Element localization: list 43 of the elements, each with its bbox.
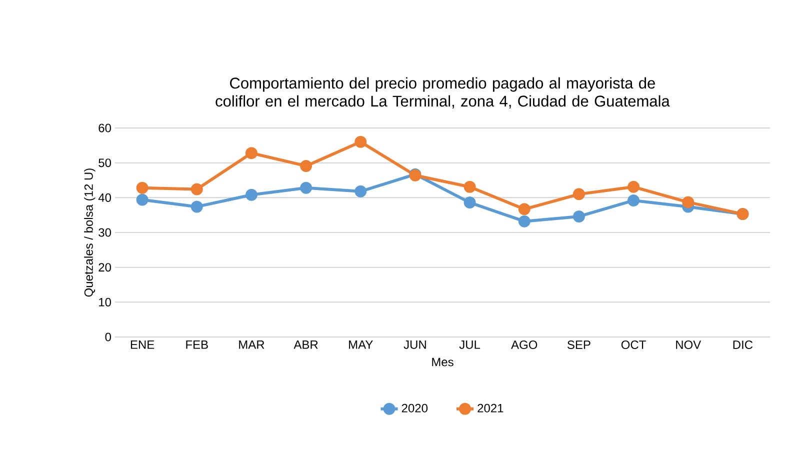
y-tick-label: 20 [98,263,112,272]
x-tick-label: SEP [568,340,590,350]
legend-label: 2021 [478,404,504,412]
point [628,180,640,193]
x-axis-title: Mes [432,358,454,366]
point [518,203,530,216]
x-tick-label: JUL [459,340,480,349]
chart-title: Comportamiento del precio promedio pagado al mayorista de coliflor en el mercado La Terminal, zona 4, Ciudad de Guatemala [216,77,670,108]
point [245,188,258,201]
point [628,194,640,206]
y-tick-label: 0 [105,332,112,342]
legend-label: 2020 [402,404,428,412]
x-tick-label: DIC [733,340,753,350]
point [464,180,476,193]
point [245,147,258,160]
point [136,182,148,194]
y-tick-label: 60 [98,124,112,132]
point [190,183,203,196]
x-tick-label: OCT [621,340,646,350]
point [300,160,312,172]
x-tick-label: AGO [511,340,538,350]
x-tick-label: MAY [349,340,373,349]
point [682,196,694,208]
point [354,185,367,198]
x-tick-label: FEB [186,340,208,349]
point [354,136,367,148]
point [572,188,585,200]
point [572,210,585,222]
y-tick-label: 40 [98,193,112,202]
point [464,196,476,209]
point [190,200,203,213]
y-tick-label: 50 [98,158,112,168]
point [300,182,312,194]
x-tick-label: ABR [294,340,318,349]
x-tick-label: ENE [130,340,154,349]
x-tick-label: JUN [404,340,426,349]
y-tick-label: 30 [98,228,112,237]
point [136,194,148,206]
point [518,215,530,228]
x-tick-label: NOV [676,340,702,350]
y-axis-title: Quetzales / bolsa (12 U) [84,168,96,297]
x-tick-label: MAR [239,340,264,349]
y-tick-label: 10 [99,298,112,306]
